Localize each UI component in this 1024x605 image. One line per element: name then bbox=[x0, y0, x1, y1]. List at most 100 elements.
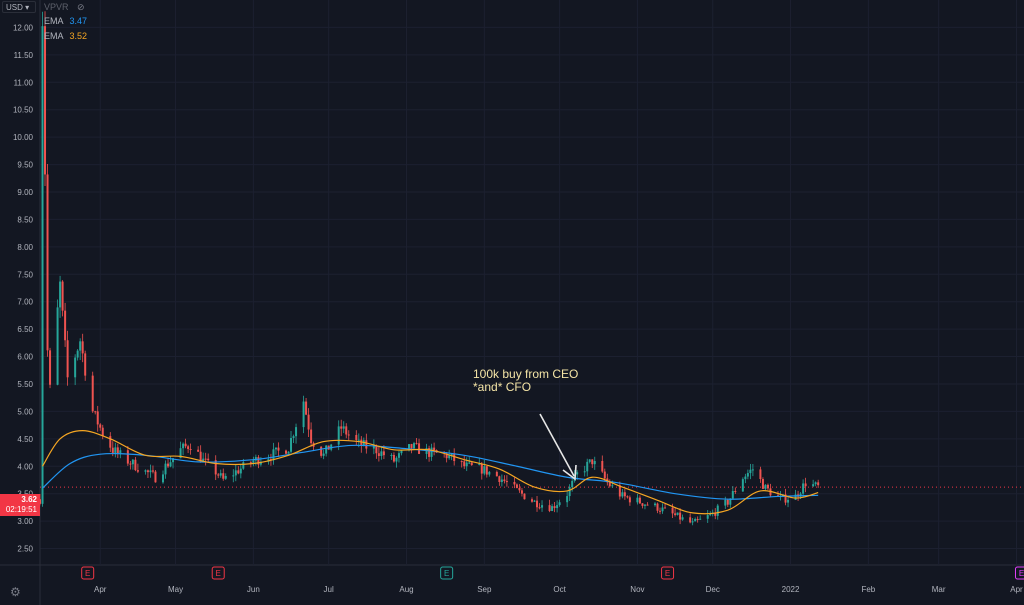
candle bbox=[716, 503, 719, 520]
candle bbox=[588, 459, 591, 464]
candle bbox=[46, 163, 49, 357]
candle bbox=[643, 504, 646, 510]
y-tick-label: 10.00 bbox=[13, 133, 34, 142]
candle bbox=[310, 422, 313, 447]
candle bbox=[566, 491, 569, 508]
candle bbox=[553, 502, 556, 513]
candle bbox=[618, 481, 621, 500]
candle bbox=[56, 299, 59, 386]
candle bbox=[450, 453, 453, 461]
candle bbox=[470, 461, 473, 466]
candle bbox=[744, 473, 747, 484]
candle bbox=[679, 508, 682, 525]
x-tick-label: Oct bbox=[553, 585, 566, 594]
earnings-marker[interactable]: E bbox=[661, 566, 675, 580]
earnings-marker[interactable]: E bbox=[81, 566, 95, 580]
candle bbox=[485, 466, 488, 478]
candle bbox=[380, 446, 383, 460]
candle bbox=[415, 438, 418, 445]
candle bbox=[478, 457, 481, 466]
candle bbox=[661, 503, 664, 514]
candle bbox=[101, 424, 104, 440]
candle bbox=[345, 423, 348, 439]
candle bbox=[500, 474, 503, 487]
candle bbox=[433, 442, 436, 456]
candle bbox=[146, 469, 149, 479]
candle bbox=[759, 466, 762, 483]
candle bbox=[551, 503, 554, 512]
candle bbox=[533, 499, 536, 502]
indicator-vpvr[interactable]: VPVR ⊘ bbox=[44, 2, 85, 13]
candle bbox=[234, 464, 237, 482]
candle bbox=[239, 465, 242, 479]
candle bbox=[483, 459, 486, 476]
earnings-marker[interactable]: E bbox=[440, 566, 454, 580]
candle bbox=[413, 441, 416, 450]
candle bbox=[129, 460, 132, 470]
currency-selector[interactable]: USD ▾ bbox=[2, 1, 36, 13]
x-tick-label: Mar bbox=[932, 585, 946, 594]
candle bbox=[167, 457, 170, 468]
candle bbox=[734, 487, 737, 494]
candle bbox=[751, 464, 754, 477]
eye-slash-icon[interactable]: ⊘ bbox=[77, 2, 85, 12]
candle bbox=[601, 455, 604, 473]
candle bbox=[342, 421, 345, 434]
candle bbox=[520, 488, 523, 497]
candle bbox=[812, 479, 815, 488]
y-tick-label: 4.50 bbox=[17, 435, 33, 444]
candle bbox=[674, 508, 677, 517]
candle bbox=[515, 483, 518, 489]
y-tick-label: 8.00 bbox=[17, 243, 33, 252]
candle bbox=[224, 473, 227, 480]
candle bbox=[237, 466, 240, 475]
x-tick-label: 2022 bbox=[782, 585, 800, 594]
candle bbox=[199, 445, 202, 463]
earnings-marker[interactable]: E bbox=[1014, 566, 1024, 580]
candle bbox=[222, 468, 225, 481]
ema2-label: EMA bbox=[44, 31, 64, 41]
x-tick-label: Apr bbox=[1010, 585, 1023, 594]
annotation-text[interactable]: 100k buy from CEO *and* CFO bbox=[473, 368, 578, 394]
candle bbox=[749, 463, 752, 480]
candle bbox=[272, 442, 275, 465]
candle bbox=[347, 430, 350, 441]
candle bbox=[746, 469, 749, 480]
candle bbox=[418, 438, 421, 455]
candle bbox=[465, 457, 468, 472]
candle bbox=[664, 503, 667, 509]
ema-slow-line bbox=[42, 444, 819, 500]
candle bbox=[274, 447, 277, 455]
candle bbox=[513, 477, 516, 489]
candle bbox=[189, 443, 192, 455]
candle bbox=[606, 473, 609, 486]
indicator-ema-1[interactable]: EMA 3.47 bbox=[44, 16, 87, 26]
indicator-ema-2[interactable]: EMA 3.52 bbox=[44, 31, 87, 41]
candle bbox=[430, 443, 433, 461]
last-price-value: 3.62 bbox=[21, 495, 37, 504]
y-tick-label: 10.50 bbox=[13, 106, 34, 115]
candle bbox=[320, 446, 323, 458]
candle bbox=[802, 479, 805, 498]
candle bbox=[290, 430, 293, 454]
candle bbox=[460, 460, 463, 468]
candle bbox=[99, 423, 102, 431]
earnings-label: E bbox=[665, 569, 670, 578]
candle bbox=[603, 468, 606, 481]
bar-countdown: 02:19:51 bbox=[5, 505, 37, 514]
earnings-marker[interactable]: E bbox=[211, 566, 225, 580]
candle bbox=[706, 510, 709, 523]
gear-icon[interactable]: ⚙ bbox=[10, 585, 21, 599]
y-tick-label: 9.50 bbox=[17, 161, 33, 170]
candle bbox=[154, 469, 157, 483]
ema1-value: 3.47 bbox=[69, 16, 88, 26]
candle bbox=[591, 459, 594, 469]
candle bbox=[81, 333, 84, 363]
candle bbox=[84, 350, 87, 381]
x-tick-label: Nov bbox=[630, 585, 644, 594]
candle bbox=[214, 455, 217, 481]
candle bbox=[131, 458, 134, 470]
candle bbox=[302, 395, 305, 434]
